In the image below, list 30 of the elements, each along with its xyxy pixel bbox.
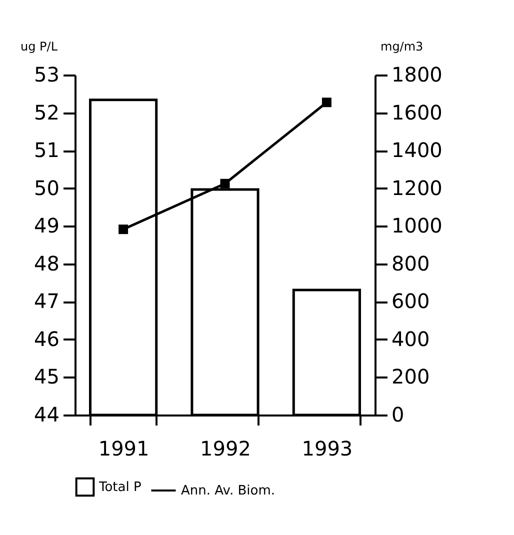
y-tick-label: 45 [34,364,60,389]
y2-tick-label: 200 [392,364,430,389]
y2-axis-title: mg/m3 [380,40,424,54]
y2-tick-label: 1200 [392,176,442,200]
y2-tick-label: 0 [392,402,404,426]
y-tick-label: 48 [34,251,60,276]
y2-tick-label: 1000 [392,214,442,238]
y2-tick-label: 400 [392,326,430,351]
y-tick-label: 51 [34,138,60,162]
y-tick-label: 46 [34,326,60,351]
y2-tick-label: 800 [392,251,430,276]
y-axis-title: ug P/L [20,40,58,54]
point [118,224,128,234]
y-tick-label: 53 [34,62,60,86]
legend-label: Ann. Av. Biom. [181,484,275,498]
y-tick-label: 50 [34,176,60,200]
y-tick-label: 52 [34,100,60,124]
x-tick-label: 1993 [302,436,353,460]
x-tick-label: 1991 [98,436,150,460]
point [220,178,230,188]
y2-tick-label: 1600 [392,100,442,124]
legend-label: Total P [98,480,142,495]
x-tick-label: 1992 [200,436,251,460]
y2-tick-label: 1800 [392,62,442,86]
y-tick-label: 47 [34,289,60,314]
y2-tick-label: 1400 [392,138,442,162]
y-tick-label: 49 [34,214,60,238]
y-tick-label: 44 [34,402,60,426]
y2-tick-label: 600 [392,289,430,314]
point [322,98,332,108]
